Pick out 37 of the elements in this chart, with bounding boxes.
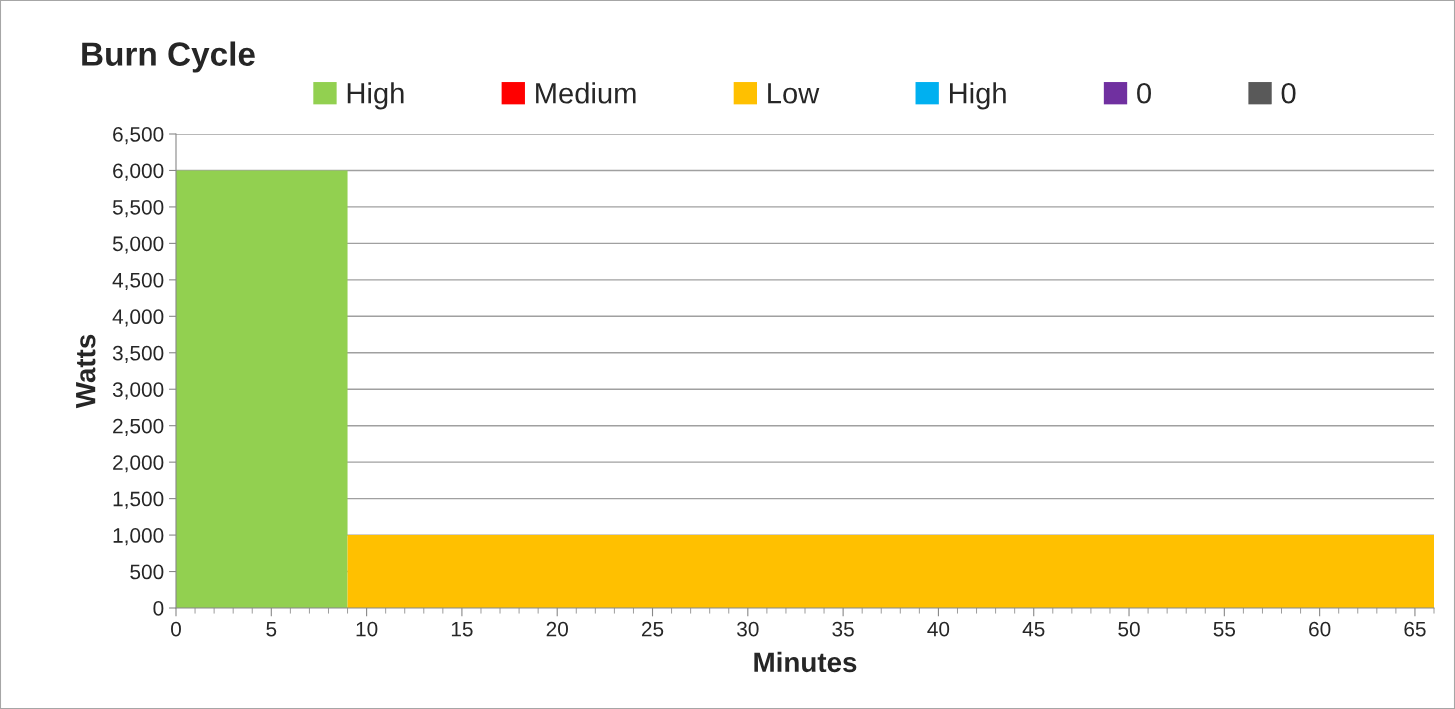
y-tick-label: 3,500	[112, 345, 164, 363]
y-tick-label: 1,500	[113, 491, 164, 509]
y-tick-label: 1,000	[113, 528, 164, 546]
legend-label: 0	[1281, 82, 1296, 104]
x-tick-label: 30	[737, 621, 759, 637]
y-tick-label: 500	[130, 564, 164, 580]
x-tick-label: 55	[1213, 621, 1236, 637]
x-tick-label: 60	[1309, 621, 1331, 637]
y-tick-label: 4,000	[112, 309, 164, 327]
y-tick-label: 3,000	[112, 382, 164, 400]
x-tick-label: 35	[832, 621, 854, 637]
legend-label: High	[950, 82, 1006, 110]
x-tick-label: 65	[1404, 621, 1426, 637]
x-tick-label: 0	[171, 621, 181, 637]
legend-label: 0	[1137, 82, 1151, 104]
y-axis-title: Watts	[76, 334, 96, 409]
x-tick-label: 15	[451, 621, 473, 637]
x-tick-label: 5	[266, 621, 277, 637]
y-tick-label: 2,000	[113, 455, 164, 473]
y-tick-label: 5,000	[112, 236, 164, 254]
x-axis-title: Minutes	[754, 651, 857, 673]
x-tick-label: 20	[546, 621, 568, 637]
legend-label: Low	[768, 83, 820, 104]
legend-label: High	[347, 82, 404, 110]
y-tick-label: 2,500	[113, 418, 164, 436]
y-tick-label: 4,500	[112, 272, 164, 291]
chart-title: Burn Cycle	[82, 41, 255, 73]
x-tick-label: 25	[641, 621, 664, 637]
y-tick-label: 5,500	[112, 199, 164, 218]
y-tick-label: 0	[153, 601, 164, 616]
x-tick-label: 45	[1022, 621, 1045, 637]
legend-label: Medium	[536, 82, 636, 104]
y-tick-label: 6,000	[113, 163, 164, 181]
x-tick-label: 10	[356, 621, 378, 637]
y-tick-label: 6,500	[113, 127, 164, 145]
x-tick-label: 40	[927, 621, 950, 637]
x-tick-label: 50	[1118, 621, 1140, 637]
